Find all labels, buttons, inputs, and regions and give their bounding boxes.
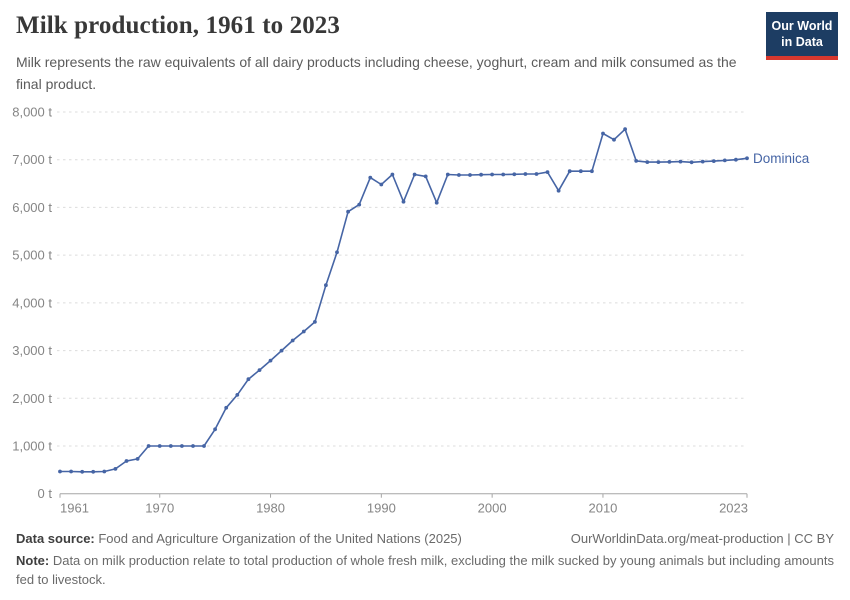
data-point[interactable]: [412, 172, 417, 177]
data-point[interactable]: [734, 157, 738, 162]
owid-citation-link[interactable]: OurWorldinData.org/meat-production | CC …: [570, 531, 834, 546]
data-point[interactable]: [534, 172, 539, 176]
owid-logo-line2: in Data: [781, 35, 823, 50]
data-point[interactable]: [58, 469, 62, 474]
data-point[interactable]: [180, 444, 184, 448]
x-axis-tick-label: 2000: [478, 501, 507, 516]
data-point[interactable]: [335, 250, 339, 255]
data-point[interactable]: [623, 127, 627, 132]
data-point[interactable]: [711, 159, 716, 163]
data-point[interactable]: [157, 444, 162, 448]
data-point[interactable]: [213, 427, 218, 432]
y-axis-tick-label: 5,000 t: [12, 248, 52, 263]
owid-logo[interactable]: Our World in Data: [766, 12, 838, 60]
data-point[interactable]: [601, 131, 605, 136]
x-axis-tick-label: 2010: [588, 501, 617, 516]
data-point[interactable]: [479, 172, 483, 177]
data-point[interactable]: [612, 137, 616, 142]
data-point[interactable]: [590, 169, 594, 174]
line-chart-svg[interactable]: 0 t 1,000 t 2,000 t 3,000 t 4,000 t 5,000 t 6,…: [0, 96, 850, 520]
y-axis-tick-label: 3,000 t: [12, 343, 52, 358]
data-point[interactable]: [512, 172, 517, 177]
data-point[interactable]: [191, 444, 195, 448]
data-point[interactable]: [168, 444, 173, 448]
data-point[interactable]: [445, 172, 450, 177]
data-point[interactable]: [379, 182, 384, 187]
data-point[interactable]: [567, 169, 572, 174]
data-point[interactable]: [556, 188, 561, 193]
data-point[interactable]: [457, 173, 461, 177]
data-point[interactable]: [279, 348, 284, 353]
data-point[interactable]: [401, 199, 406, 204]
data-point[interactable]: [689, 160, 694, 165]
data-point[interactable]: [146, 444, 151, 448]
data-point[interactable]: [246, 377, 251, 382]
data-point[interactable]: [102, 469, 107, 474]
data-point[interactable]: [290, 338, 295, 343]
data-point[interactable]: [113, 467, 118, 471]
entity-label[interactable]: Dominica: [753, 151, 810, 166]
data-point[interactable]: [224, 405, 229, 410]
data-point[interactable]: [135, 457, 140, 461]
data-point[interactable]: [490, 172, 494, 177]
x-axis-tick-label: 2023: [719, 501, 748, 516]
data-point[interactable]: [667, 160, 672, 164]
data-point[interactable]: [645, 160, 650, 164]
x-axis-tick-label: 1980: [256, 501, 285, 516]
x-axis-tick-label: 1970: [145, 501, 174, 516]
data-point[interactable]: [423, 174, 428, 179]
data-source-label: Data source:: [16, 531, 95, 546]
data-point[interactable]: [80, 469, 85, 474]
data-point[interactable]: [722, 158, 727, 163]
y-axis-tick-label: 0 t: [38, 486, 53, 501]
data-point[interactable]: [324, 283, 328, 288]
dominica-line[interactable]: [59, 128, 748, 473]
data-point[interactable]: [468, 173, 472, 177]
y-axis-tick-label: 1,000 t: [12, 438, 52, 453]
y-axis-tick-label: 6,000 t: [12, 200, 52, 215]
note-text: Data on milk production relate to total …: [16, 553, 834, 587]
data-point[interactable]: [124, 459, 129, 463]
data-point[interactable]: [313, 320, 317, 324]
data-point[interactable]: [501, 172, 506, 177]
y-axis-tick-label: 2,000 t: [12, 391, 52, 406]
x-axis-tick-label: 1961: [60, 501, 89, 516]
data-point[interactable]: [578, 169, 583, 174]
data-point[interactable]: [368, 175, 373, 180]
owid-logo-line1: Our World: [771, 19, 833, 33]
data-source-text: Food and Agriculture Organization of the…: [94, 531, 462, 546]
data-point[interactable]: [523, 172, 528, 176]
chart-note: Note: Data on milk production relate to …: [16, 552, 834, 590]
data-point[interactable]: [69, 469, 73, 474]
data-point[interactable]: [634, 159, 639, 163]
chart-title: Milk production, 1961 to 2023: [16, 12, 340, 39]
data-point[interactable]: [745, 156, 749, 161]
x-axis-tick-label: 1990: [367, 501, 396, 516]
data-point[interactable]: [357, 202, 362, 207]
data-point[interactable]: [91, 469, 96, 474]
y-axis-tick-label: 4,000 t: [12, 295, 52, 310]
chart-footer: Data source: Food and Agriculture Organi…: [16, 531, 834, 590]
data-point[interactable]: [202, 444, 206, 448]
y-axis-tick-label: 7,000 t: [12, 152, 52, 167]
data-source: Data source: Food and Agriculture Organi…: [16, 531, 462, 546]
data-point[interactable]: [235, 393, 240, 397]
data-point[interactable]: [268, 358, 273, 363]
chart-subtitle: Milk represents the raw equivalents of a…: [16, 54, 737, 92]
data-point[interactable]: [257, 368, 262, 372]
data-point[interactable]: [700, 159, 705, 164]
y-axis-tick-label: 8,000 t: [12, 105, 52, 120]
note-label: Note:: [16, 553, 50, 568]
data-point[interactable]: [301, 329, 306, 334]
data-point[interactable]: [678, 159, 683, 164]
line-chart[interactable]: 0 t 1,000 t 2,000 t 3,000 t 4,000 t 5,000 t 6,…: [0, 96, 850, 520]
data-point[interactable]: [545, 170, 550, 174]
data-point[interactable]: [656, 160, 661, 164]
data-point[interactable]: [434, 200, 439, 205]
data-point[interactable]: [346, 209, 350, 214]
data-point[interactable]: [390, 172, 395, 177]
